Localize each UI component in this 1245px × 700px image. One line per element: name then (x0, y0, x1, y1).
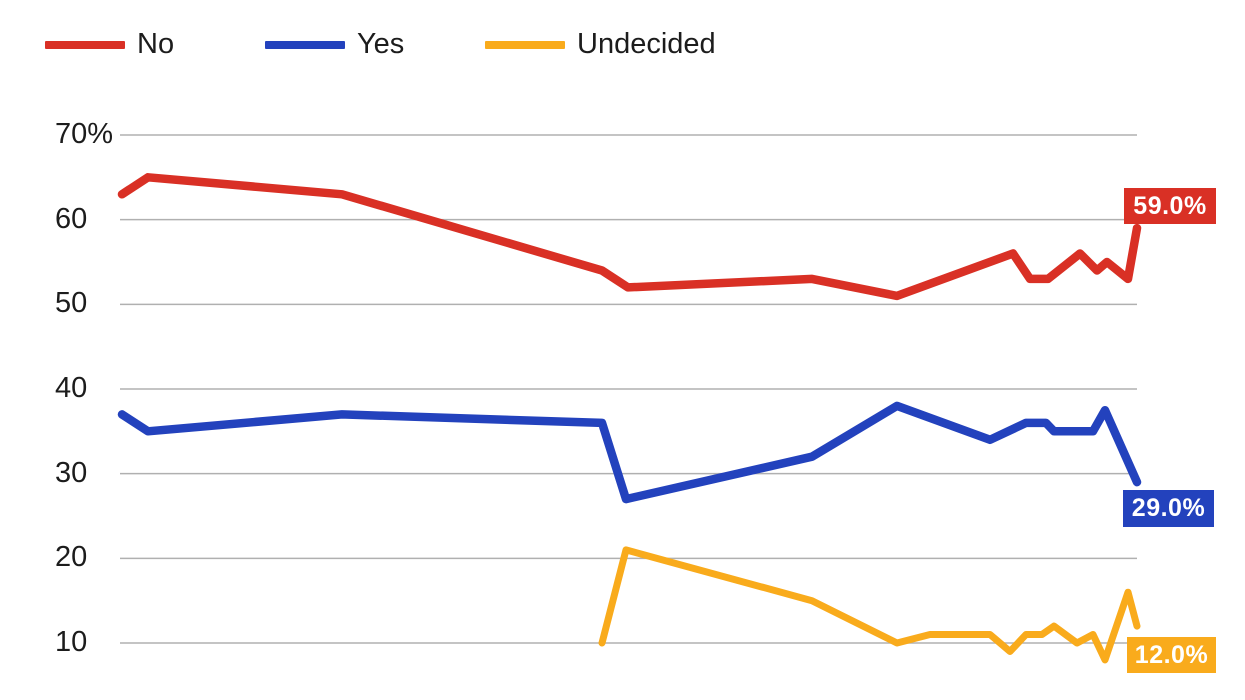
legend-item-yes[interactable]: Yes (265, 28, 404, 61)
legend-item-undecided[interactable]: Undecided (485, 28, 716, 61)
y-tick-label: 50 (55, 287, 88, 320)
legend: No Yes Undecided (0, 28, 1245, 64)
legend-swatch-yes-icon (265, 40, 345, 49)
end-label-yes: 29.0% (1123, 490, 1214, 527)
legend-swatch-no-icon (45, 40, 125, 49)
y-tick-label: 20 (55, 541, 88, 574)
end-label-no: 59.0% (1124, 188, 1216, 224)
y-tick-label: 30 (55, 456, 88, 489)
series-line-yes (117, 401, 1142, 504)
legend-swatch-undecided-icon (485, 40, 565, 49)
y-tick-label: 70% (55, 117, 114, 150)
end-label-undecided: 12.0% (1127, 637, 1216, 673)
series-line-undecided (598, 546, 1141, 664)
y-tick-label: 40 (55, 371, 88, 404)
legend-label-no: No (137, 28, 175, 60)
legend-label-undecided: Undecided (577, 28, 716, 60)
y-tick-label: 10 (55, 625, 88, 658)
legend-label-yes: Yes (357, 28, 405, 60)
series-line-no (117, 173, 1142, 301)
y-tick-label: 60 (55, 202, 88, 235)
legend-item-no[interactable]: No (45, 28, 174, 61)
